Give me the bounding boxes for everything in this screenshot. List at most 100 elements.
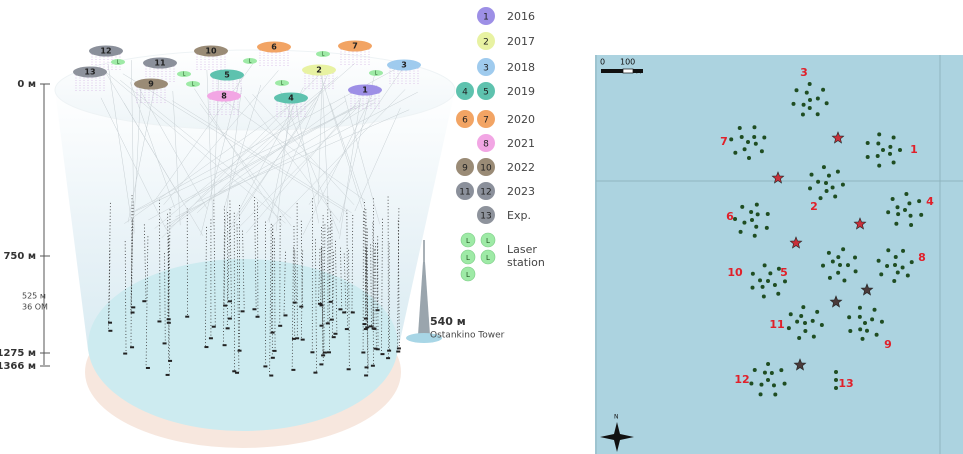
- cable: [169, 100, 347, 228]
- map-string: [891, 160, 896, 165]
- string: [300, 220, 303, 306]
- anchor: [386, 357, 391, 360]
- anchor: [370, 364, 375, 367]
- map-string: [762, 135, 767, 140]
- map-string: [874, 332, 879, 337]
- map-string: [755, 212, 760, 217]
- map-cluster-label: 4: [926, 195, 934, 208]
- scale-bar: [633, 69, 643, 73]
- anchor: [232, 370, 237, 373]
- map-string: [795, 319, 800, 324]
- map-string: [894, 221, 899, 226]
- string: [323, 224, 326, 352]
- string: [283, 251, 286, 315]
- anchor: [235, 371, 240, 374]
- cable: [244, 96, 339, 221]
- cable: [127, 83, 156, 223]
- anchor: [123, 352, 128, 355]
- map-string: [870, 317, 875, 322]
- laser-label: L: [192, 82, 195, 88]
- map-string: [901, 248, 906, 253]
- string: [168, 209, 171, 360]
- anchor: [363, 317, 368, 320]
- map-string: [738, 229, 743, 234]
- anchor: [319, 363, 324, 366]
- map-string: [838, 263, 842, 267]
- map-string: [847, 315, 852, 320]
- laser-label: L: [117, 60, 120, 66]
- anchor: [331, 336, 336, 339]
- laser-label: L: [281, 81, 284, 87]
- cluster-label: 11: [154, 59, 166, 68]
- anchor: [227, 300, 232, 303]
- anchor: [362, 323, 367, 326]
- map-string: [771, 383, 776, 388]
- anchor: [162, 342, 167, 345]
- legend-badge-label: 10: [480, 164, 492, 174]
- legend-badge-label: 13: [480, 212, 491, 222]
- cluster-marker: [194, 45, 228, 57]
- map-string: [803, 321, 807, 325]
- string: [343, 253, 347, 312]
- cable: [354, 107, 401, 212]
- legend-badge: [456, 110, 474, 128]
- map-string: [841, 247, 846, 252]
- map-string: [769, 370, 774, 375]
- map-string: [740, 204, 745, 209]
- map-string: [893, 263, 897, 267]
- string: [318, 248, 321, 303]
- map-string: [746, 140, 750, 144]
- cluster-marker: [134, 78, 168, 90]
- string: [167, 238, 170, 322]
- laser-legend-badge: [460, 232, 476, 248]
- cluster-label: 1: [362, 86, 368, 95]
- cluster-label: 2: [316, 66, 322, 75]
- map-cluster-label: 7: [720, 135, 728, 148]
- anchor: [363, 328, 368, 331]
- legend-label: 2020: [507, 113, 535, 126]
- string: [274, 238, 276, 350]
- laser-legend-badge-label: L: [486, 237, 490, 245]
- anchor: [321, 354, 326, 357]
- map-string: [904, 192, 909, 197]
- map-cluster-label: 13: [838, 377, 853, 390]
- cable: [295, 104, 320, 224]
- cable: [107, 64, 133, 226]
- map-string: [752, 134, 757, 139]
- cable: [134, 83, 142, 216]
- compass: [600, 422, 634, 452]
- map-string: [759, 149, 764, 154]
- anchor: [131, 306, 136, 309]
- map-string: [877, 132, 882, 137]
- legend-badge: [456, 82, 474, 100]
- string-modules: 36 ОМ: [22, 303, 48, 312]
- depth-label: 0 м: [17, 79, 36, 90]
- string: [372, 198, 375, 328]
- map-string: [827, 275, 832, 280]
- string: [294, 250, 297, 302]
- anchor: [225, 327, 230, 330]
- map-string: [821, 87, 826, 92]
- map-string: [830, 185, 835, 190]
- map-cluster-label: 8: [918, 251, 926, 264]
- map-string: [761, 294, 766, 299]
- cluster-label: 4: [288, 94, 294, 103]
- laser-marker: [369, 70, 383, 76]
- laser-legend-badge-label: L: [486, 254, 490, 262]
- cable: [267, 71, 329, 222]
- map-string: [749, 210, 754, 215]
- map-string: [824, 188, 829, 193]
- map-string: [810, 318, 815, 323]
- map-string: [836, 255, 841, 260]
- depth-label: 750 м: [3, 251, 36, 262]
- legend-badge-label: 3: [483, 64, 489, 74]
- map-cluster-label: 10: [727, 266, 743, 279]
- anchor: [222, 344, 227, 347]
- map-cluster-label: 12: [734, 373, 749, 386]
- laser-label: L: [183, 72, 186, 78]
- string: [321, 226, 323, 325]
- anchor: [270, 331, 275, 334]
- cable: [318, 68, 363, 209]
- anchor: [166, 321, 171, 324]
